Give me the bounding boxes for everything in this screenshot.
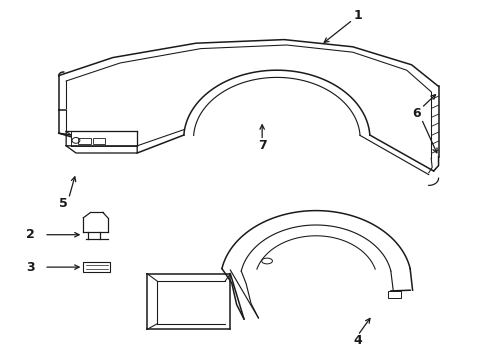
Bar <box>93 138 105 144</box>
Text: 4: 4 <box>353 334 362 347</box>
Text: 7: 7 <box>258 139 267 152</box>
Bar <box>389 291 401 298</box>
Text: 1: 1 <box>353 9 362 22</box>
Text: 2: 2 <box>26 228 35 241</box>
Text: 5: 5 <box>59 197 68 210</box>
Bar <box>78 138 91 144</box>
Text: 3: 3 <box>26 261 35 274</box>
Text: 6: 6 <box>412 107 421 120</box>
